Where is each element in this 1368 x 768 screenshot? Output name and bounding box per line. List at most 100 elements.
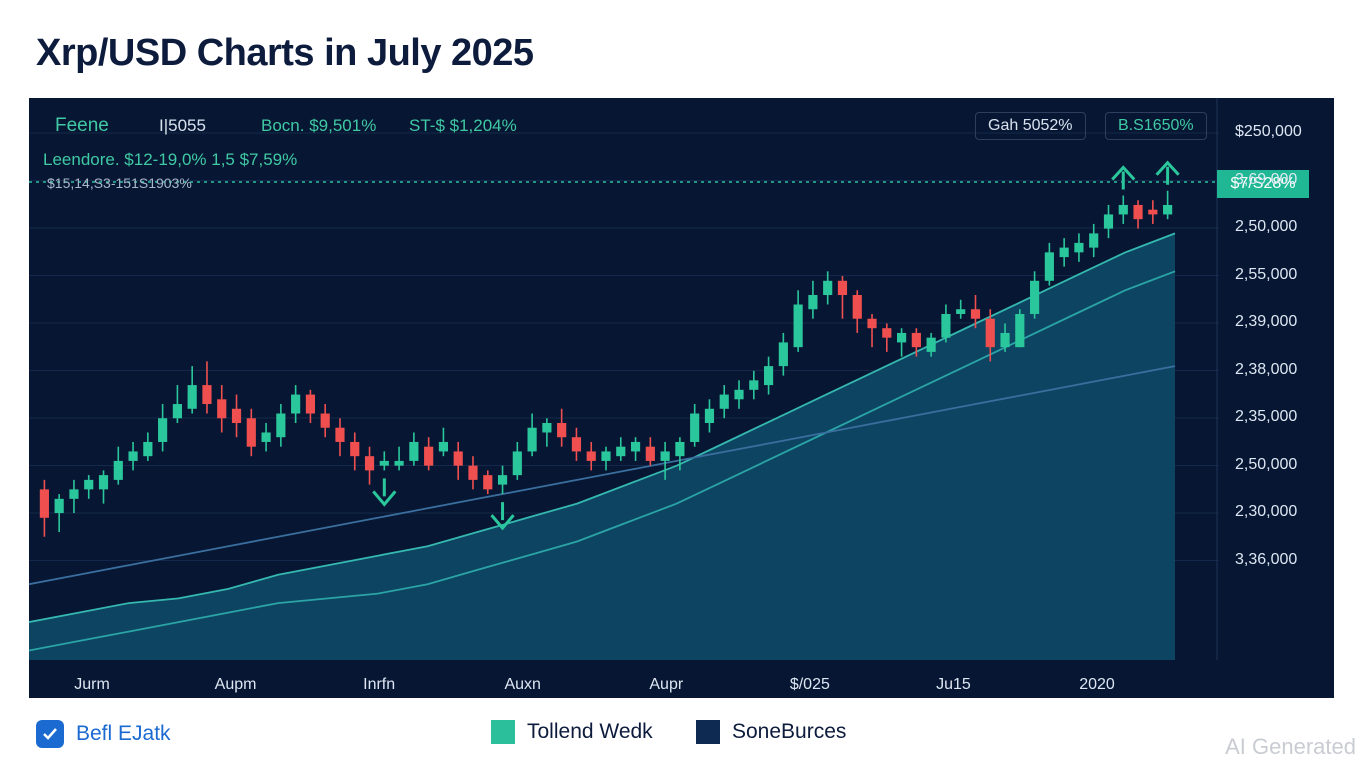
legend-label: Tollend Wedk [527, 720, 653, 743]
candle-body [970, 309, 981, 319]
y-tick-label: 2,35,000 [1235, 408, 1298, 425]
candle-body [497, 475, 508, 485]
ma-fast-fill [29, 233, 1175, 660]
sub-line: $15,14,S3-151S1903% [47, 175, 192, 191]
candle-body [483, 475, 493, 490]
candle-body [187, 385, 197, 409]
candle-body [852, 295, 862, 319]
legend-item-sonebur[interactable]: SoneBurces [696, 720, 846, 744]
candle-body [690, 413, 700, 442]
candle-body [1015, 313, 1025, 348]
candle-body [897, 332, 907, 343]
header-label-1: Feene [55, 115, 109, 136]
candle-body [54, 498, 64, 514]
candle-body [1000, 332, 1010, 348]
candle-body [158, 418, 168, 442]
candle-body [305, 394, 315, 414]
candle-body [941, 313, 951, 338]
chart-panel: Feene I|5055 Bocn. $9,501% ST-$ $1,204% … [29, 98, 1334, 698]
candle-body [778, 342, 788, 367]
arrow-up-icon [1111, 165, 1136, 190]
candle-body [586, 451, 596, 461]
page-title: Xrp/USD Charts in July 2025 [36, 32, 534, 74]
candle-body [143, 441, 153, 457]
legend-swatch [696, 720, 720, 744]
candle-body [793, 304, 803, 348]
candle-body [1044, 252, 1054, 281]
candle-body [231, 408, 242, 423]
markers [372, 160, 1180, 531]
y-tick-label: 2,30,000 [1235, 503, 1298, 520]
candle-body [69, 489, 79, 499]
candle-body [379, 460, 389, 466]
candle-body [616, 446, 626, 457]
candle-body [734, 389, 744, 400]
candle-body [261, 432, 271, 442]
candles [39, 190, 1173, 537]
candle-body [453, 451, 463, 466]
current-price-tag: $7/S28% [1217, 170, 1309, 198]
candle-body [601, 451, 611, 461]
legend-swatch [491, 720, 515, 744]
y-tick-label: 2,50,000 [1235, 455, 1298, 473]
y-tick-label: 2,55,000 [1235, 265, 1298, 283]
candle-body [128, 451, 138, 461]
legend-brand[interactable]: Befl EJatk [36, 720, 171, 748]
candle-body [763, 366, 774, 386]
legend-brand-label: Befl EJatk [76, 722, 171, 745]
candle-body [335, 427, 345, 442]
candle-body [837, 280, 848, 296]
header-label-2: I|5055 [159, 116, 206, 135]
candle-body [645, 446, 655, 461]
candle-body [350, 441, 360, 457]
candle-body [542, 423, 552, 433]
x-tick-label: 2020 [1079, 676, 1115, 693]
header-label-3: Bocn. $9,501% [261, 116, 377, 135]
candle-body [1133, 204, 1143, 220]
candle-body [704, 408, 715, 423]
legend-label: SoneBurces [732, 720, 847, 743]
header-label-4: ST-$ $1,204% [409, 116, 517, 135]
candle-body [172, 404, 182, 419]
candle-body [527, 427, 537, 452]
candle-body [808, 295, 818, 310]
arrow-down-icon [490, 502, 515, 531]
candle-body [424, 446, 434, 466]
ma-area [29, 232, 1176, 660]
y-tick-label: $250,000 [1235, 123, 1302, 140]
candle-body [512, 451, 522, 476]
candle-body [1030, 280, 1040, 314]
candle-body [394, 460, 404, 466]
candle-body [749, 380, 759, 390]
x-tick-label: Aupr [649, 676, 684, 693]
header-box-2[interactable]: B.S1650% [1105, 112, 1207, 140]
watermark: AI Generated [1225, 734, 1356, 759]
arrow-up-icon [1155, 160, 1180, 185]
legend-line: Leendore. $12-19,0% 1,5 $7,59% [43, 150, 298, 169]
candle-body [630, 441, 641, 452]
legend-item-tollend[interactable]: Tollend Wedk [491, 720, 653, 744]
candle-body [468, 465, 478, 480]
candle-body [409, 441, 419, 461]
candle-body [98, 475, 109, 490]
x-tick-label: Inrfn [363, 676, 396, 693]
candle-body [1163, 204, 1173, 215]
y-tick-label: 3,36,000 [1235, 550, 1298, 568]
candle-body [202, 385, 212, 405]
candle-body [571, 437, 582, 452]
candle-body [956, 309, 966, 314]
candle-body [675, 441, 685, 457]
price-chart[interactable] [29, 98, 1334, 698]
candle-body [1103, 214, 1114, 229]
x-tick-label: Aupm [214, 676, 257, 693]
candle-body [1059, 247, 1069, 258]
candle-body [867, 318, 877, 329]
candle-body [364, 456, 375, 471]
candle-body [1074, 242, 1084, 253]
arrow-down-icon [372, 478, 397, 507]
ma-slow-line [29, 365, 1176, 586]
candle-body [660, 451, 670, 461]
header-box-1[interactable]: Gah 5052% [975, 112, 1086, 140]
candle-body [438, 441, 449, 452]
y-tick-label: 2,50,000 [1235, 218, 1298, 235]
